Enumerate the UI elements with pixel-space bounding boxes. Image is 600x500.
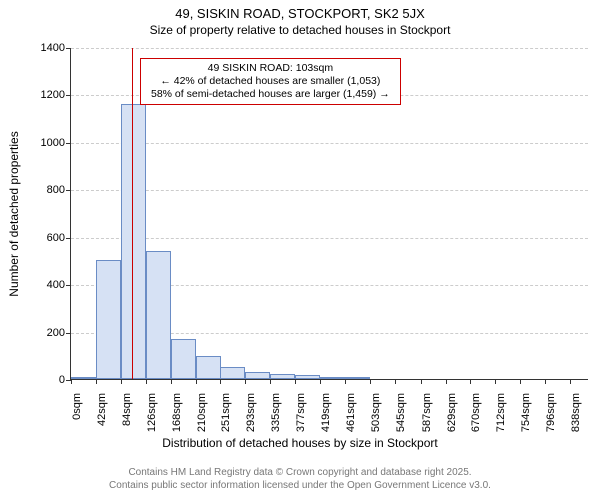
histogram-bar [320,377,345,379]
gridline [71,190,588,191]
xtick-mark [121,379,122,384]
histogram-bar [345,377,370,379]
histogram-bar [71,377,96,379]
xtick-mark [196,379,197,384]
reference-line [132,48,133,379]
gridline [71,48,588,49]
xtick-mark [220,379,221,384]
footer-line-1: Contains HM Land Registry data © Crown c… [128,467,471,478]
xtick-mark [370,379,371,384]
annotation-box: 49 SISKIN ROAD: 103sqm← 42% of detached … [140,58,401,105]
histogram-bar [146,251,171,379]
chart-subtitle: Size of property relative to detached ho… [0,23,600,39]
xtick-mark [446,379,447,384]
histogram-bar [220,367,245,379]
xtick-mark [345,379,346,384]
ytick-label: 1400 [41,42,71,54]
xtick-mark [96,379,97,384]
xtick-mark [495,379,496,384]
xtick-mark [520,379,521,384]
ytick-label: 0 [59,374,71,386]
attribution-footer: Contains HM Land Registry data © Crown c… [0,466,600,492]
xtick-mark [245,379,246,384]
ytick-label: 400 [47,279,71,291]
histogram-bar [171,339,196,379]
histogram-bar [270,374,295,379]
histogram-bar [196,356,221,379]
xtick-mark [470,379,471,384]
xtick-mark [395,379,396,384]
gridline [71,238,588,239]
xtick-mark [320,379,321,384]
ytick-label: 600 [47,232,71,244]
ytick-label: 200 [47,327,71,339]
xtick-mark [171,379,172,384]
histogram-bar [245,372,270,379]
histogram-bar [96,260,121,379]
ytick-label: 800 [47,184,71,196]
xtick-mark [146,379,147,384]
chart-title: 49, SISKIN ROAD, STOCKPORT, SK2 5JX [0,0,600,23]
xtick-mark [270,379,271,384]
xtick-mark [295,379,296,384]
ytick-label: 1200 [41,89,71,101]
histogram-bar [295,375,320,379]
footer-line-2: Contains public sector information licen… [109,480,491,491]
xtick-mark [545,379,546,384]
histogram-bar [121,104,146,379]
x-axis-label: Distribution of detached houses by size … [0,436,600,450]
gridline [71,143,588,144]
ytick-label: 1000 [41,137,71,149]
xtick-mark [570,379,571,384]
xtick-mark [421,379,422,384]
xtick-mark [71,379,72,384]
y-axis-label: Number of detached properties [7,131,21,296]
